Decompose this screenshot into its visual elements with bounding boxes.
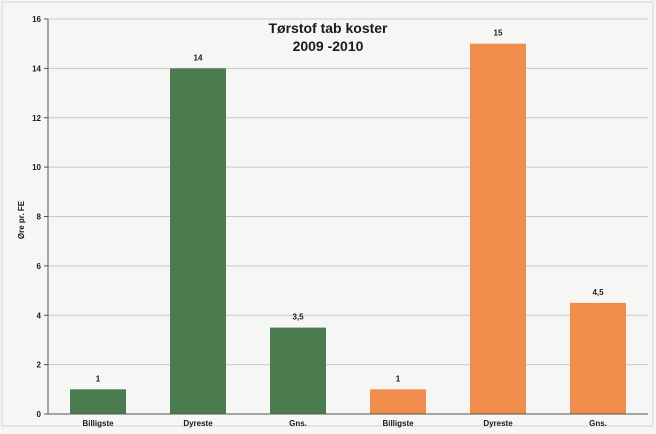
data-label: 15 [494,29,503,38]
bar [270,327,326,414]
x-tick-label: Gns. [589,419,607,428]
axes: 0 2 4 6 8 10 12 14 16 Billigste Dyreste Gns. Billigs… [32,15,648,428]
y-tick-label: 14 [32,64,41,73]
bar [370,389,426,414]
y-tick-label: 10 [32,163,41,172]
data-labels: 1 14 3,5 1 15 4,5 [96,29,604,384]
x-tick-label: Gns. [289,419,307,428]
chart-title: Tørstof tab koster [268,20,388,36]
chart-subtitle: 2009 -2010 [293,38,364,54]
bars [70,43,626,414]
bar [470,43,526,414]
y-tick-label: 12 [32,114,41,123]
data-label: 1 [96,374,101,383]
bar [170,68,226,414]
x-tick-label: Billigste [82,419,114,428]
data-label: 4,5 [592,288,604,297]
x-tick-label: Dyreste [183,419,213,428]
chart-border [1,1,654,427]
y-tick-label: 0 [37,410,42,419]
y-tick-label: 16 [32,15,41,24]
y-tick-label: 4 [37,311,42,320]
y-tick-label: 6 [37,262,42,271]
bar [70,389,126,414]
data-label: 1 [396,374,401,383]
data-label: 14 [194,53,203,62]
x-tick-label: Billigste [382,419,414,428]
x-tick-label: Dyreste [483,419,513,428]
y-tick-label: 2 [37,361,42,370]
bar [570,302,626,414]
y-tick-label: 8 [37,213,42,222]
data-label: 3,5 [292,313,304,322]
y-axis-label: Øre pr. FE [17,200,26,239]
